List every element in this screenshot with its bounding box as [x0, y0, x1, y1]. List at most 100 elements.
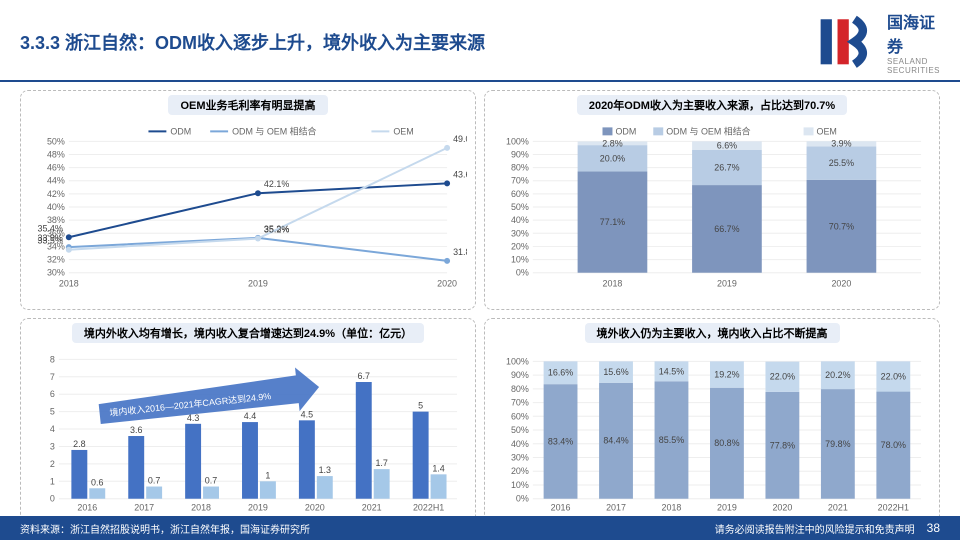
svg-text:19.2%: 19.2%: [714, 369, 739, 379]
svg-text:2018: 2018: [191, 502, 211, 512]
svg-text:OEM: OEM: [817, 126, 837, 136]
svg-text:31.8%: 31.8%: [453, 246, 467, 256]
svg-text:6.7: 6.7: [358, 371, 370, 381]
panel-tl: OEM业务毛利率有明显提高 30%32%34%36%38%40%42%44%46…: [20, 90, 476, 310]
svg-text:78.0%: 78.0%: [881, 440, 906, 450]
svg-text:22.0%: 22.0%: [881, 371, 906, 381]
svg-text:40%: 40%: [47, 202, 65, 212]
svg-text:1: 1: [50, 476, 55, 486]
svg-text:2019: 2019: [248, 502, 268, 512]
brand-logo: 国海证券SEALAND SECURITIES: [815, 8, 940, 76]
svg-text:15.6%: 15.6%: [603, 367, 628, 377]
svg-text:6.6%: 6.6%: [717, 140, 737, 150]
svg-text:1.4: 1.4: [432, 463, 444, 473]
panel-bl-title: 境内外收入均有增长，境内收入复合增速达到24.9%（单位：亿元）: [72, 323, 424, 343]
svg-text:4: 4: [50, 424, 55, 434]
svg-text:10%: 10%: [511, 254, 529, 264]
svg-text:43.6%: 43.6%: [453, 169, 467, 179]
svg-text:83.4%: 83.4%: [548, 436, 573, 446]
svg-text:2022H1: 2022H1: [878, 502, 909, 512]
brand-name: 国海证券: [887, 15, 935, 56]
svg-text:90%: 90%: [511, 149, 529, 159]
svg-text:0.6: 0.6: [91, 477, 103, 487]
svg-text:40%: 40%: [511, 215, 529, 225]
svg-text:30%: 30%: [511, 452, 529, 462]
svg-text:70%: 70%: [511, 175, 529, 185]
svg-text:20%: 20%: [511, 466, 529, 476]
footer-source: 资料来源：浙江自然招股说明书，浙江自然年报，国海证券研究所: [20, 521, 715, 536]
svg-text:66.7%: 66.7%: [714, 223, 739, 233]
svg-text:ODM: ODM: [170, 126, 191, 136]
svg-text:80%: 80%: [511, 162, 529, 172]
page-header: 3.3.3 浙江自然：ODM收入逐步上升，境外收入为主要来源 国海证券SEALA…: [0, 0, 960, 82]
svg-text:20%: 20%: [511, 241, 529, 251]
page-footer: 资料来源：浙江自然招股说明书，浙江自然年报，国海证券研究所 请务必阅读报告附注中…: [0, 516, 960, 540]
svg-text:25.5%: 25.5%: [829, 158, 854, 168]
logo-icon: [815, 8, 883, 76]
brand-sub: SEALAND SECURITIES: [887, 57, 940, 75]
svg-text:2018: 2018: [603, 278, 623, 288]
chart-grid: OEM业务毛利率有明显提高 30%32%34%36%38%40%42%44%46…: [0, 82, 960, 542]
svg-text:60%: 60%: [511, 188, 529, 198]
svg-text:50%: 50%: [47, 136, 65, 146]
svg-text:30%: 30%: [511, 228, 529, 238]
svg-text:80.8%: 80.8%: [714, 438, 739, 448]
svg-text:100%: 100%: [506, 356, 529, 366]
chart-tr: 0%10%20%30%40%50%60%70%80%90%100%ODMODM …: [493, 117, 931, 305]
svg-text:2019: 2019: [717, 502, 737, 512]
svg-text:50%: 50%: [511, 202, 529, 212]
svg-text:ODM 与 OEM 相结合: ODM 与 OEM 相结合: [666, 125, 750, 136]
svg-text:2.8: 2.8: [73, 439, 85, 449]
panel-br-title: 境外收入仍为主要收入，境内收入占比不断提高: [585, 323, 840, 343]
svg-text:70.7%: 70.7%: [829, 221, 854, 231]
svg-text:35.2%: 35.2%: [264, 224, 289, 234]
svg-text:20.2%: 20.2%: [825, 370, 850, 380]
svg-text:44%: 44%: [47, 175, 65, 185]
svg-text:0%: 0%: [516, 493, 529, 503]
svg-text:70%: 70%: [511, 397, 529, 407]
svg-text:2019: 2019: [248, 278, 268, 288]
svg-text:100%: 100%: [506, 136, 529, 146]
svg-text:3: 3: [50, 441, 55, 451]
svg-text:2020: 2020: [831, 278, 851, 288]
svg-text:20.0%: 20.0%: [600, 153, 625, 163]
svg-text:2: 2: [50, 458, 55, 468]
svg-text:1.3: 1.3: [319, 465, 331, 475]
svg-text:48%: 48%: [47, 149, 65, 159]
svg-text:3.6: 3.6: [130, 425, 142, 435]
svg-text:77.8%: 77.8%: [770, 440, 795, 450]
panel-tr: 2020年ODM收入为主要收入来源，占比达到70.7% 0%10%20%30%4…: [484, 90, 940, 310]
svg-text:85.5%: 85.5%: [659, 435, 684, 445]
svg-text:2020: 2020: [437, 278, 457, 288]
svg-text:26.7%: 26.7%: [714, 162, 739, 172]
svg-text:50%: 50%: [511, 425, 529, 435]
svg-text:0.7: 0.7: [148, 475, 160, 485]
chart-bl: 0123456782.80.620163.60.720174.30.720184…: [29, 345, 467, 533]
svg-text:46%: 46%: [47, 162, 65, 172]
svg-text:30%: 30%: [47, 267, 65, 277]
svg-text:2018: 2018: [662, 502, 682, 512]
panel-tr-title: 2020年ODM收入为主要收入来源，占比达到70.7%: [577, 95, 847, 115]
svg-text:32%: 32%: [47, 254, 65, 264]
svg-text:1: 1: [265, 470, 270, 480]
svg-text:3.9%: 3.9%: [831, 138, 851, 148]
svg-text:14.5%: 14.5%: [659, 366, 684, 376]
svg-text:35.4%: 35.4%: [38, 223, 63, 233]
svg-text:7: 7: [50, 371, 55, 381]
svg-text:2016: 2016: [551, 502, 571, 512]
panel-bl: 境内外收入均有增长，境内收入复合增速达到24.9%（单位：亿元） 0123456…: [20, 318, 476, 538]
svg-text:40%: 40%: [511, 438, 529, 448]
svg-text:2021: 2021: [362, 502, 382, 512]
svg-text:ODM 与 OEM 相结合: ODM 与 OEM 相结合: [232, 125, 316, 136]
svg-text:33.5%: 33.5%: [38, 235, 63, 245]
chart-tl: 30%32%34%36%38%40%42%44%46%48%50%2018201…: [29, 117, 467, 305]
svg-text:2016: 2016: [77, 502, 97, 512]
svg-text:22.0%: 22.0%: [770, 371, 795, 381]
svg-text:8: 8: [50, 354, 55, 364]
svg-text:0.7: 0.7: [205, 475, 217, 485]
panel-tl-title: OEM业务毛利率有明显提高: [168, 95, 327, 115]
footer-page: 38: [927, 521, 940, 535]
svg-text:5: 5: [50, 406, 55, 416]
svg-text:2018: 2018: [59, 278, 79, 288]
svg-text:2017: 2017: [134, 502, 154, 512]
